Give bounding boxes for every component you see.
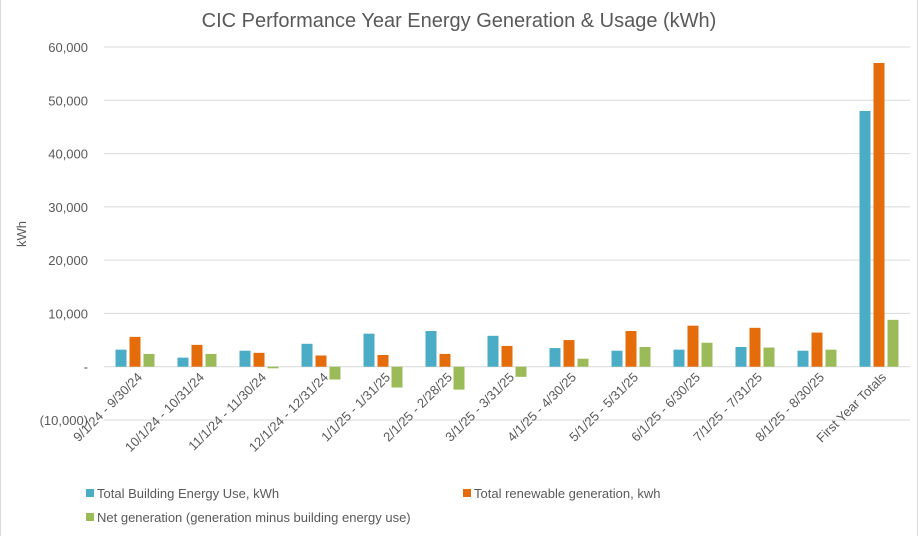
bar-building-use xyxy=(425,331,437,367)
bar-renewable-generation xyxy=(501,345,513,367)
legend: Total Building Energy Use, kWh Total rene… xyxy=(86,486,660,525)
bar-net-generation xyxy=(391,366,403,388)
y-axis-ticks: (10,000) - 10,000 20,000 30,000 40,000 50,000 6… xyxy=(40,40,88,428)
y-tick-label: 40,000 xyxy=(48,147,88,162)
y-tick-label: 20,000 xyxy=(48,253,88,268)
chart-title: CIC Performance Year Energy Generation &… xyxy=(202,10,717,32)
bar-building-use xyxy=(735,346,747,367)
bar-renewable-generation xyxy=(687,325,699,367)
bar-net-generation xyxy=(577,358,589,367)
legend-swatch xyxy=(463,489,471,497)
legend-swatch xyxy=(86,489,94,497)
y-tick-label: - xyxy=(84,360,88,375)
bar-renewable-generation xyxy=(873,62,885,367)
bar-renewable-generation xyxy=(625,331,637,367)
bar-building-use xyxy=(797,350,809,367)
bar-building-use xyxy=(115,349,127,367)
legend-swatch xyxy=(86,513,94,521)
bar-net-generation xyxy=(329,366,341,380)
bar-building-use xyxy=(239,350,251,367)
bar-renewable-generation xyxy=(749,327,761,367)
bar-net-generation xyxy=(763,347,775,367)
bar-renewable-generation xyxy=(811,332,823,367)
y-tick-label: 60,000 xyxy=(48,40,88,55)
legend-label: Total Building Energy Use, kWh xyxy=(97,486,279,501)
bar-renewable-generation xyxy=(563,340,575,367)
bars xyxy=(115,62,899,390)
bar-building-use xyxy=(363,333,375,367)
bar-renewable-generation xyxy=(315,355,327,367)
bar-net-generation xyxy=(825,349,837,367)
bar-renewable-generation xyxy=(253,352,265,367)
legend-label: Total renewable generation, kwh xyxy=(474,486,660,501)
bar-renewable-generation xyxy=(439,353,451,367)
bar-net-generation xyxy=(453,366,465,390)
bar-net-generation xyxy=(267,366,279,369)
bar-net-generation xyxy=(205,353,217,367)
bar-renewable-generation xyxy=(191,344,203,367)
bar-building-use xyxy=(673,349,685,367)
y-tick-label: (10,000) xyxy=(40,413,88,428)
y-tick-label: 10,000 xyxy=(48,306,88,321)
bar-building-use xyxy=(301,343,313,367)
bar-net-generation xyxy=(639,346,651,367)
bar-net-generation xyxy=(887,319,899,367)
bar-net-generation xyxy=(515,366,527,377)
y-tick-label: 50,000 xyxy=(48,93,88,108)
bar-net-generation xyxy=(143,353,155,367)
bar-building-use xyxy=(611,350,623,367)
bar-renewable-generation xyxy=(129,336,141,367)
bar-net-generation xyxy=(701,342,713,367)
bar-building-use xyxy=(177,357,189,367)
bar-building-use xyxy=(487,335,499,367)
y-tick-label: 30,000 xyxy=(48,200,88,215)
bar-renewable-generation xyxy=(377,354,389,367)
bar-building-use xyxy=(549,348,561,367)
y-axis-label: kWh xyxy=(14,221,29,247)
legend-label: Net generation (generation minus buildin… xyxy=(97,510,411,525)
bar-building-use xyxy=(859,110,871,367)
